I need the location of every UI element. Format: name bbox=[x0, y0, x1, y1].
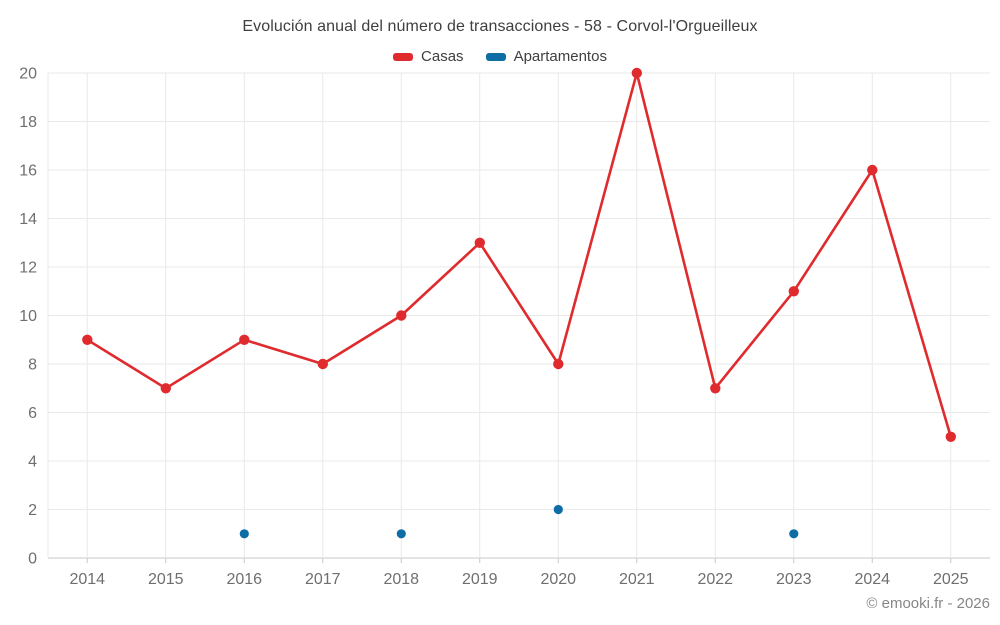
legend-label-apartamentos: Apartamentos bbox=[513, 48, 607, 65]
casas-line bbox=[86, 71, 953, 439]
casas-point[interactable] bbox=[867, 164, 878, 176]
apartamentos-point[interactable] bbox=[396, 529, 406, 539]
x-axis-label: 2015 bbox=[148, 571, 184, 588]
casas-point[interactable] bbox=[396, 310, 407, 321]
x-axis-label: 2019 bbox=[462, 571, 498, 588]
apartamentos-point[interactable] bbox=[789, 529, 799, 539]
x-axis-label: 2021 bbox=[619, 571, 655, 588]
copyright-text: © emooki.fr - 2026 bbox=[866, 595, 990, 612]
y-axis-label: 6 bbox=[28, 405, 37, 422]
casas-point[interactable] bbox=[945, 431, 956, 442]
legend-label-casas: Casas bbox=[421, 48, 464, 65]
x-axis-label: 2025 bbox=[933, 571, 969, 588]
casas-point[interactable] bbox=[631, 67, 642, 79]
casas-point[interactable] bbox=[82, 334, 93, 345]
x-axis-label: 2020 bbox=[540, 571, 576, 588]
x-axis-label: 2024 bbox=[854, 571, 890, 588]
y-axis-label: 0 bbox=[28, 551, 37, 568]
casas-point[interactable] bbox=[710, 383, 721, 394]
apartamentos-point[interactable] bbox=[239, 529, 249, 539]
legend: Casas Apartamentos bbox=[0, 48, 1000, 65]
apartamentos-point[interactable] bbox=[553, 504, 563, 515]
casas-point[interactable] bbox=[317, 358, 328, 370]
y-axis-label: 2 bbox=[28, 502, 37, 519]
y-axis-label: 20 bbox=[19, 66, 37, 83]
y-axis-label: 16 bbox=[19, 163, 37, 180]
casas-point[interactable] bbox=[474, 237, 485, 248]
y-axis-label: 14 bbox=[19, 211, 37, 228]
y-axis-label: 4 bbox=[28, 454, 37, 471]
apartamentos-series-swatch-icon bbox=[485, 52, 506, 61]
y-axis-label: 12 bbox=[19, 260, 37, 277]
y-axis-label: 18 bbox=[19, 114, 37, 131]
y-axis-label: 10 bbox=[19, 308, 37, 325]
chart-title: Evolución anual del número de transaccio… bbox=[242, 18, 758, 35]
y-axis-label: 8 bbox=[28, 357, 37, 374]
legend-item-casas[interactable]: Casas bbox=[393, 48, 464, 65]
x-axis-label: 2016 bbox=[226, 571, 262, 588]
casas-point[interactable] bbox=[239, 334, 250, 345]
x-axis-label: 2018 bbox=[383, 571, 419, 588]
x-axis-label: 2023 bbox=[776, 571, 812, 588]
casas-point[interactable] bbox=[160, 383, 171, 394]
x-axis-label: 2017 bbox=[305, 571, 341, 588]
x-axis-label: 2022 bbox=[697, 571, 733, 588]
casas-series-swatch-icon bbox=[393, 52, 414, 61]
casas-point[interactable] bbox=[553, 358, 564, 370]
casas-point[interactable] bbox=[788, 286, 799, 297]
legend-item-apartamentos[interactable]: Apartamentos bbox=[485, 48, 607, 65]
x-axis-label: 2014 bbox=[69, 571, 105, 588]
